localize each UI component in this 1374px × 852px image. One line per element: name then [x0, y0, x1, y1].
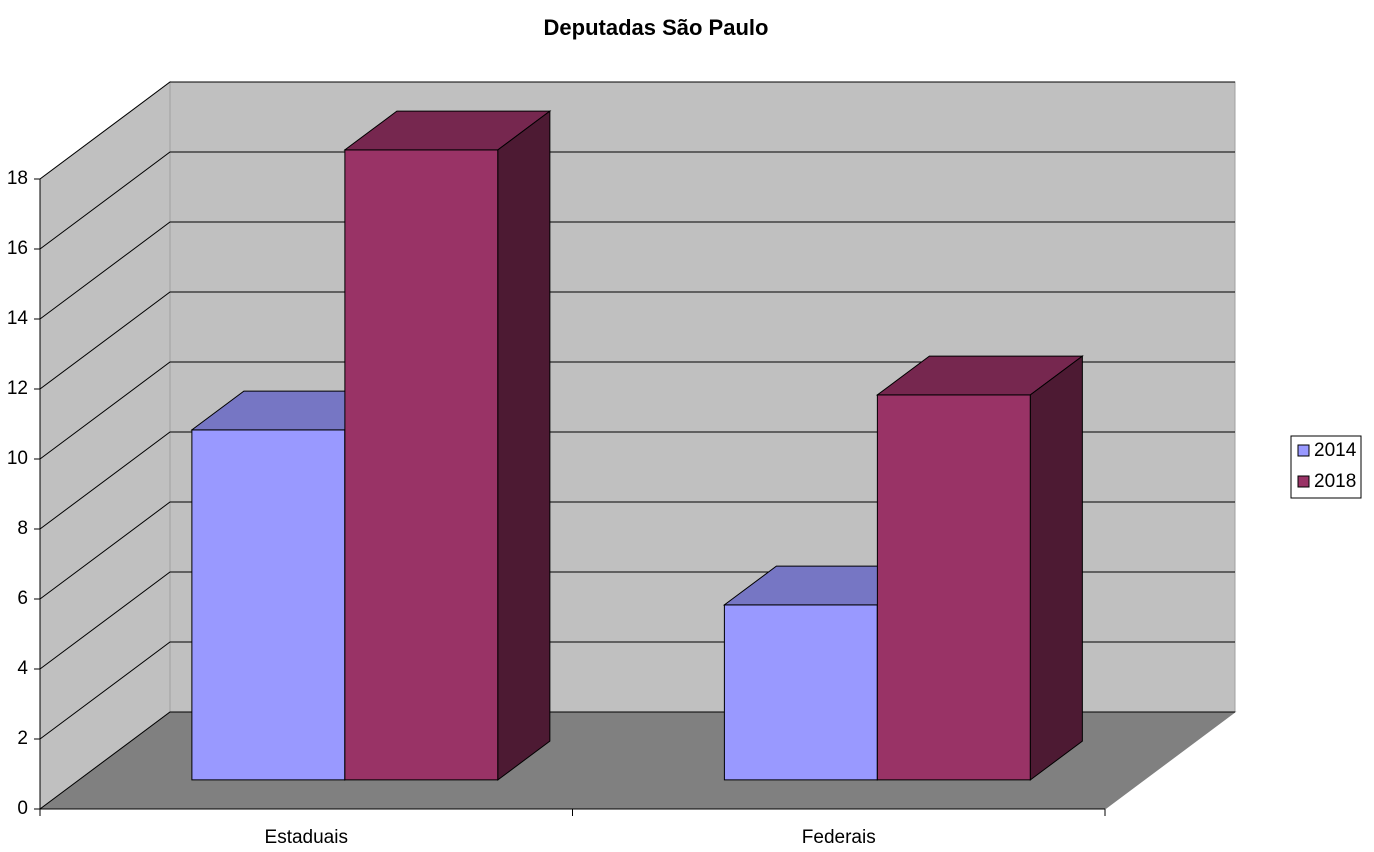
- x-tick-label: Estaduais: [265, 827, 348, 848]
- legend-label: 2014: [1314, 440, 1357, 461]
- x-tick-label: Federais: [802, 827, 876, 848]
- y-tick-label: 4: [17, 658, 28, 679]
- y-tick-label: 2: [17, 728, 28, 749]
- legend-label: 2018: [1314, 471, 1356, 492]
- bar-side: [1029, 355, 1083, 781]
- y-tick-label: 10: [7, 448, 28, 469]
- y-tick-label: 16: [7, 238, 28, 259]
- legend-swatch: [1297, 444, 1310, 457]
- y-tick-label: 0: [17, 798, 28, 819]
- chart-title: Deputadas São Paulo: [544, 15, 769, 40]
- grid-line: [39, 151, 1235, 250]
- y-tick-label: 18: [7, 168, 28, 189]
- bar-side: [497, 110, 551, 781]
- grid-line: [39, 361, 1235, 460]
- bar-front: [191, 429, 346, 781]
- grid-line: [39, 221, 1235, 320]
- legend-swatch: [1297, 475, 1310, 488]
- grid-line: [39, 291, 1235, 390]
- side-wall: [39, 81, 171, 810]
- bar-front: [344, 149, 499, 781]
- bar-front: [876, 394, 1031, 781]
- y-tick-label: 14: [7, 308, 29, 329]
- y-tick-label: 6: [17, 588, 28, 609]
- y-tick-label: 8: [17, 518, 28, 539]
- grid-line: [39, 81, 1235, 180]
- bar-front: [723, 604, 878, 781]
- y-tick-label: 12: [7, 378, 28, 399]
